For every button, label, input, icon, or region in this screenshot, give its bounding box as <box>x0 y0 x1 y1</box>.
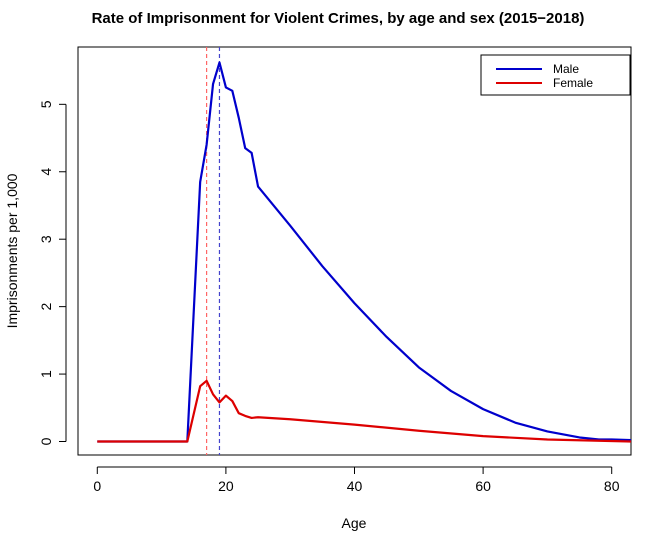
plot-frame <box>77 46 632 456</box>
legend: Male Female <box>480 54 631 96</box>
legend-label-male: Male <box>553 62 579 76</box>
x-tick-label: 20 <box>218 478 234 494</box>
y-tick-label: 2 <box>38 303 54 311</box>
y-tick-label: 5 <box>38 100 54 108</box>
y-axis-label: Imprisonments per 1,000 <box>4 173 20 328</box>
y-tick-label: 0 <box>38 437 54 445</box>
series-line-male <box>97 61 632 443</box>
chart-title: Rate of Imprisonment for Violent Crimes,… <box>92 10 585 27</box>
reference-lines <box>206 47 221 455</box>
x-tick-label: 40 <box>347 478 363 494</box>
series-lines <box>97 61 632 443</box>
y-tick-label: 3 <box>38 235 54 243</box>
legend-box <box>480 54 631 96</box>
y-tick-label: 4 <box>38 168 54 176</box>
y-axis: 0 1 2 3 4 5 <box>38 100 67 445</box>
x-axis: 0 20 40 60 80 <box>93 466 620 494</box>
x-tick-label: 60 <box>475 478 491 494</box>
x-axis-label: Age <box>342 515 367 531</box>
series-line-female <box>97 379 632 443</box>
y-tick-label: 1 <box>38 370 54 378</box>
x-tick-label: 0 <box>93 478 101 494</box>
x-tick-label: 80 <box>604 478 620 494</box>
legend-label-female: Female <box>553 76 593 90</box>
